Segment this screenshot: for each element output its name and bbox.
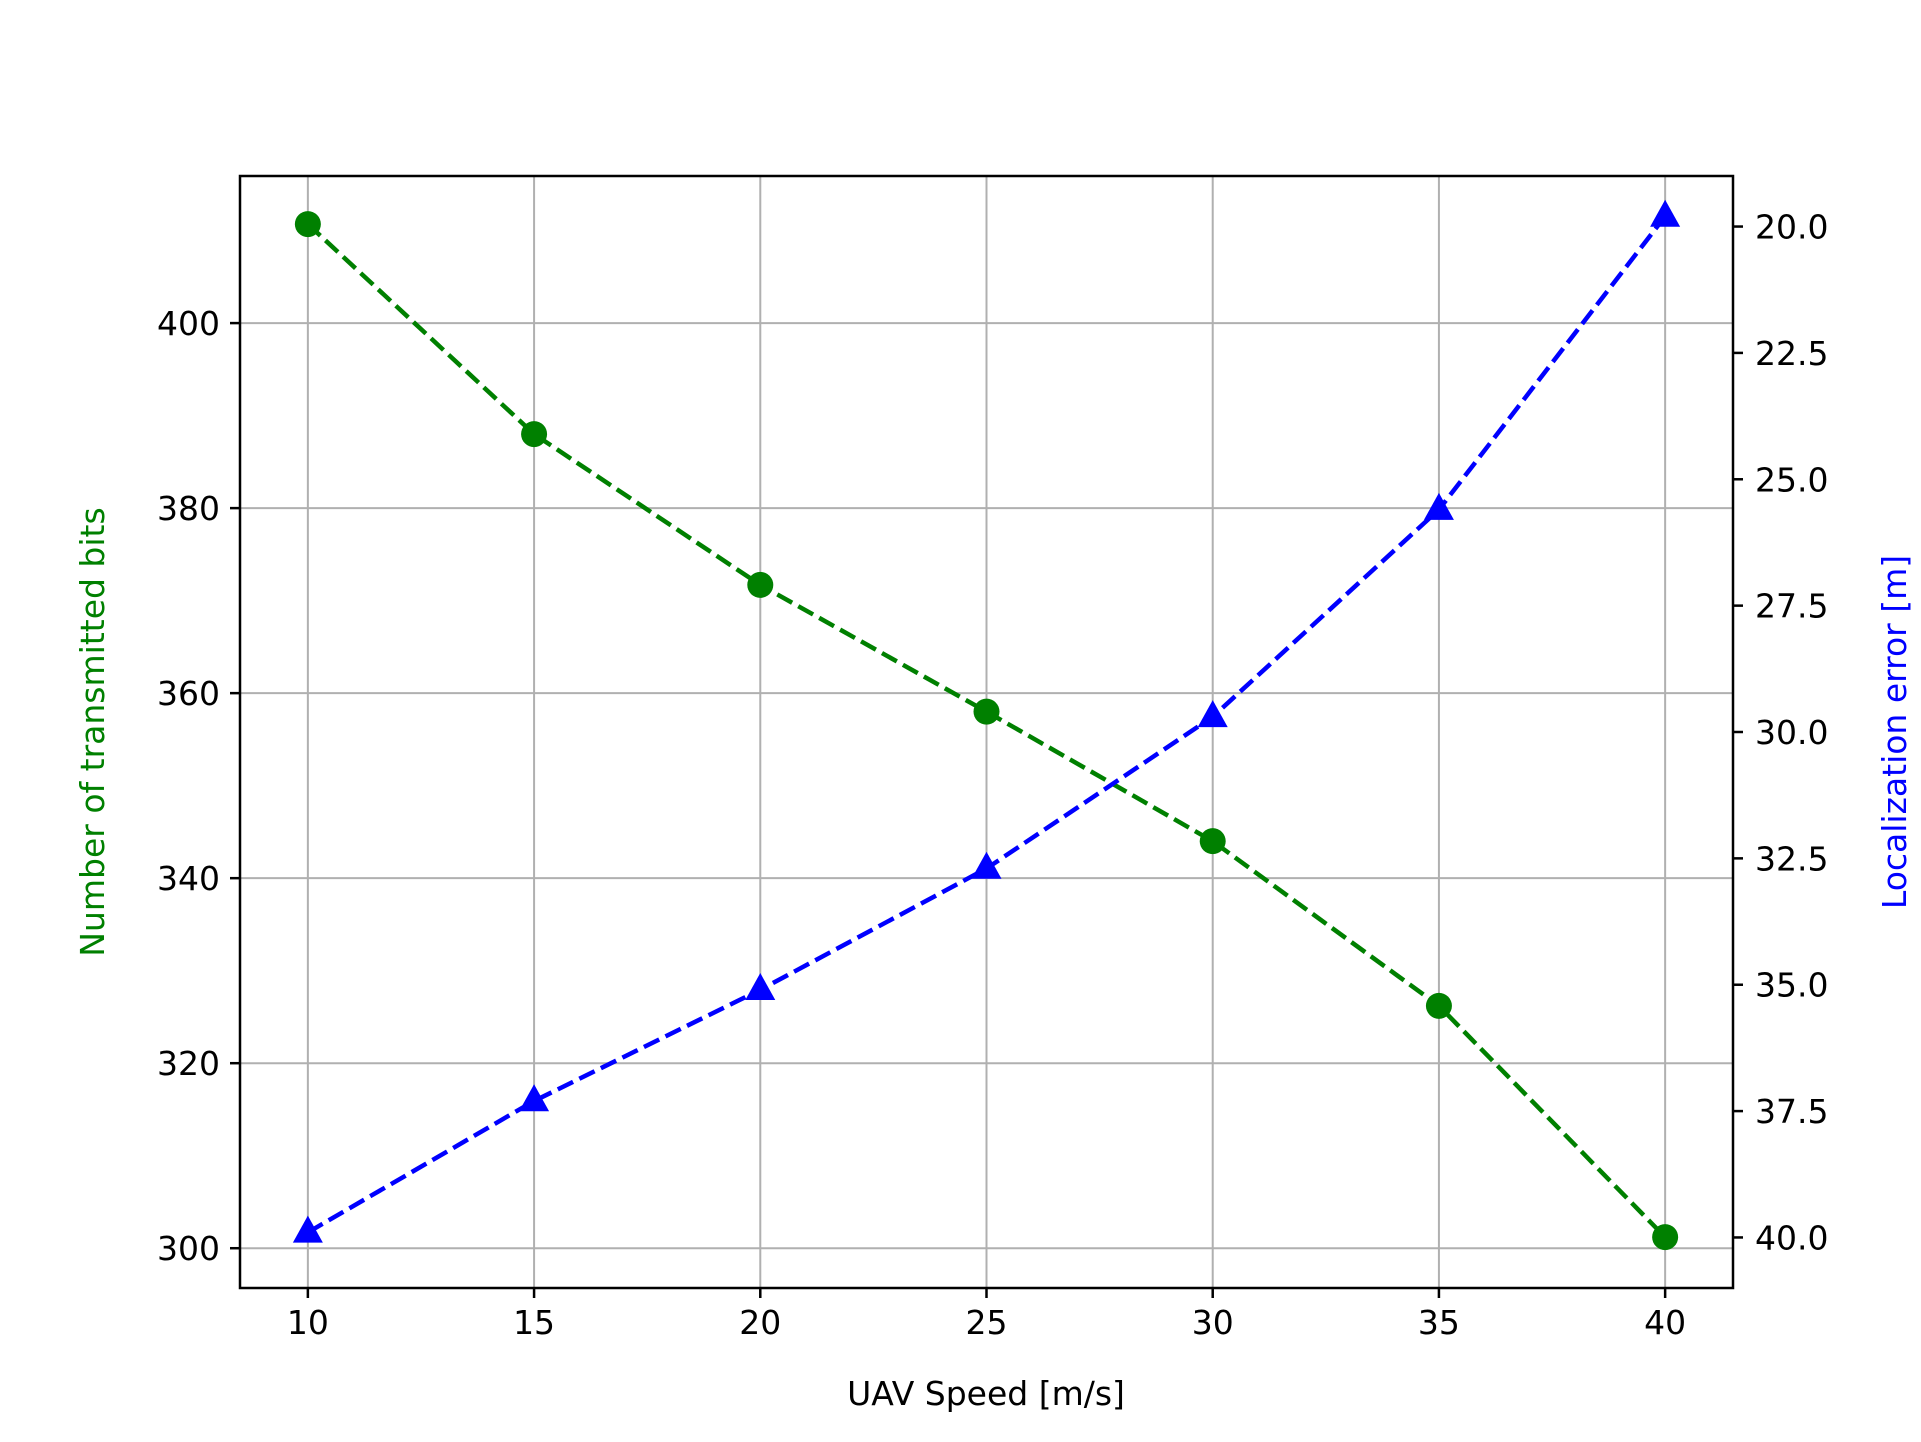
series-2-point: [1197, 700, 1228, 728]
y2-tick-label: 27.5: [1755, 587, 1828, 626]
y2-tick-label: 20.0: [1755, 208, 1828, 247]
y2-tick-label: 32.5: [1755, 839, 1828, 878]
y-tick-label: 400: [157, 304, 220, 343]
series-1-point: [1199, 828, 1226, 855]
x-tick-label: 40: [1644, 1303, 1686, 1342]
x-tick-label: 10: [287, 1303, 329, 1342]
series-2-point: [745, 973, 776, 1001]
y2-tick-label: 22.5: [1755, 334, 1828, 373]
series-1-point: [973, 698, 1000, 725]
series-2-point: [292, 1215, 323, 1243]
x-tick-label: 35: [1418, 1303, 1460, 1342]
y-tick-label: 380: [157, 489, 220, 528]
y-axis-left: 300 320 340 360 380 400: [157, 304, 240, 1268]
series-2-point: [971, 851, 1002, 879]
y2-tick-label: 37.5: [1755, 1092, 1828, 1131]
series-2-point: [519, 1084, 550, 1112]
x-tick-label: 15: [513, 1303, 555, 1342]
x-axis-title: UAV Speed [m/s]: [847, 1374, 1125, 1413]
y-axis-right: 20.0 22.5 25.0 27.5 30.0 32.5 35.0 37.5 40.0: [1733, 208, 1828, 1257]
series-2-point: [1650, 199, 1681, 227]
series-1-point: [521, 421, 548, 448]
x-tick-label: 25: [966, 1303, 1008, 1342]
y-axis-left-title: Number of transmitted bits: [73, 507, 112, 956]
y-tick-label: 320: [157, 1044, 220, 1083]
series-2-point: [1423, 492, 1454, 520]
grid: [240, 176, 1733, 1288]
y-tick-label: 340: [157, 859, 220, 898]
series-1-point: [747, 571, 774, 598]
y-tick-label: 300: [157, 1229, 220, 1268]
series-1-point: [294, 211, 321, 238]
y-axis-right-title: Localization error [m]: [1875, 555, 1914, 909]
y-tick-label: 360: [157, 674, 220, 713]
x-tick-label: 20: [739, 1303, 781, 1342]
y2-tick-label: 40.0: [1755, 1218, 1828, 1257]
y2-tick-label: 30.0: [1755, 713, 1828, 752]
series-markers: [292, 199, 1681, 1251]
series-1-point: [1425, 992, 1452, 1019]
y2-tick-label: 35.0: [1755, 966, 1828, 1005]
series-1-point: [1652, 1224, 1679, 1251]
y2-tick-label: 25.0: [1755, 460, 1828, 499]
x-axis: 10 15 20 25 30 35 40: [287, 1288, 1686, 1342]
x-tick-label: 30: [1192, 1303, 1234, 1342]
